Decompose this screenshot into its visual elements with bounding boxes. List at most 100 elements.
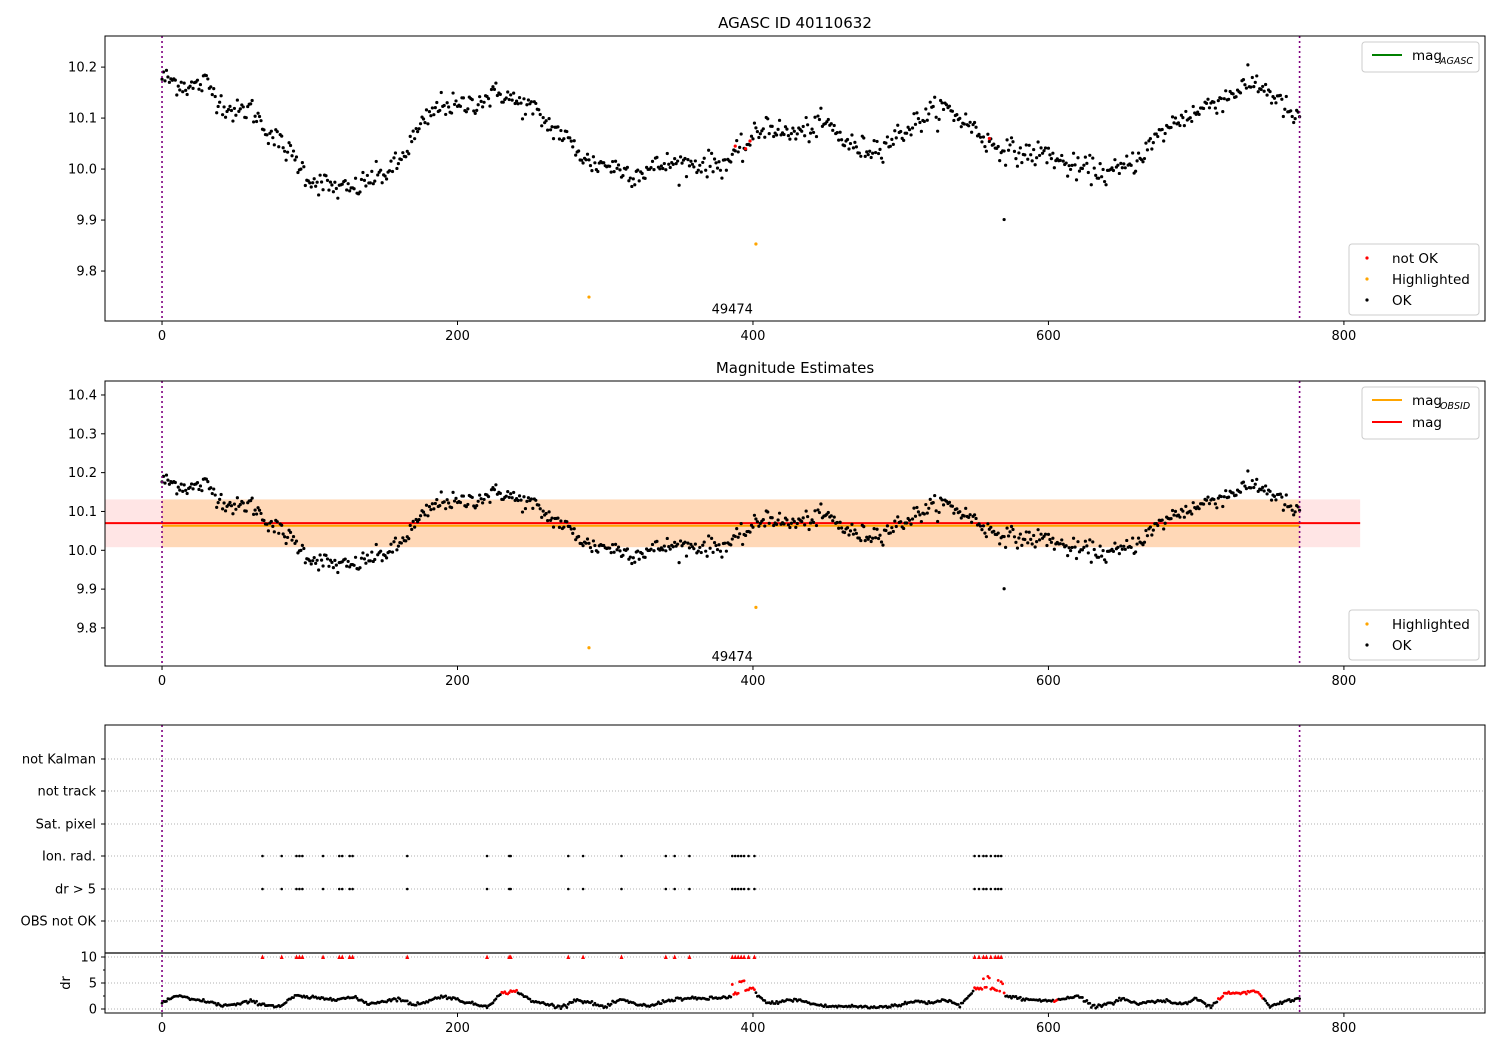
- flag-point: [566, 854, 570, 858]
- legend-box: [1361, 41, 1480, 73]
- dr-point-flagged: [980, 987, 984, 991]
- ok-point: [215, 111, 219, 115]
- ok-point: [486, 97, 491, 101]
- ok-point: [488, 500, 492, 504]
- ok-point: [1190, 119, 1194, 124]
- ok-point: [1145, 148, 1150, 152]
- ok-point: [1163, 131, 1167, 136]
- ok-point: [736, 150, 740, 154]
- ok-point: [1243, 484, 1247, 488]
- ok-point: [166, 478, 170, 482]
- ok-point: [862, 136, 866, 140]
- ok-point: [612, 170, 616, 174]
- ok-point: [1215, 506, 1219, 510]
- ok-point: [950, 109, 955, 113]
- ok-point: [748, 530, 752, 534]
- flag-point: [688, 854, 691, 858]
- ok-point: [808, 131, 813, 135]
- dr-point: [405, 999, 409, 1003]
- ok-point: [1086, 170, 1090, 175]
- ok-point: [250, 98, 254, 103]
- ok-point: [801, 124, 805, 129]
- ok-point: [451, 490, 455, 495]
- ok-point: [1113, 158, 1117, 162]
- ok-point: [421, 117, 426, 121]
- ok-point: [1048, 537, 1052, 542]
- ok-point: [733, 534, 737, 539]
- dr-clipped-marker: [672, 954, 677, 959]
- ok-point: [919, 519, 923, 524]
- ok-point: [992, 142, 996, 146]
- ok-point: [1151, 528, 1155, 532]
- ok-point: [1052, 547, 1056, 551]
- ok-point: [636, 168, 640, 172]
- ok-point: [179, 80, 183, 84]
- ok-point: [1122, 544, 1126, 548]
- ok-point: [1131, 536, 1135, 540]
- ok-point: [451, 91, 455, 95]
- ok-point: [572, 527, 576, 531]
- dr-tick-label: 0: [89, 1003, 97, 1018]
- ok-point: [1162, 139, 1166, 143]
- ok-point: [1100, 175, 1104, 179]
- ok-point: [525, 499, 529, 503]
- ok-point: [481, 105, 485, 109]
- ok-point: [275, 130, 279, 134]
- dr-point: [470, 1000, 474, 1004]
- ok-point: [452, 102, 457, 107]
- dr-clipped-marker: [350, 954, 355, 959]
- ok-point: [1170, 115, 1175, 119]
- not-ok-point: [748, 139, 752, 143]
- ok-point: [546, 128, 550, 132]
- ok-point: [696, 168, 700, 172]
- flag-point: [298, 854, 301, 858]
- ok-point: [439, 490, 443, 494]
- ok-point: [912, 112, 916, 116]
- flag-point: [280, 854, 283, 858]
- ok-point: [188, 485, 192, 489]
- ok-point: [475, 504, 479, 508]
- ok-point: [1264, 484, 1268, 488]
- ok-point: [1089, 183, 1093, 187]
- ok-point: [209, 486, 213, 490]
- ok-point: [677, 561, 681, 565]
- ok-point: [907, 518, 912, 522]
- ok-point: [222, 105, 226, 109]
- ok-point: [358, 566, 362, 570]
- ok-point: [776, 518, 780, 522]
- ok-point: [907, 128, 912, 132]
- ok-point: [850, 522, 854, 526]
- flag-point: [973, 854, 976, 858]
- ok-point: [676, 542, 680, 546]
- ok-point: [587, 158, 591, 162]
- ok-point: [596, 169, 600, 174]
- ok-point: [588, 163, 593, 168]
- ok-point: [754, 517, 758, 521]
- dr-point: [965, 996, 969, 1000]
- ok-point: [1244, 86, 1249, 90]
- ok-point: [309, 185, 313, 189]
- ok-point: [525, 103, 529, 107]
- ok-point: [658, 167, 662, 171]
- ok-point: [711, 170, 715, 174]
- ok-point: [1144, 528, 1148, 533]
- ok-point: [291, 534, 296, 539]
- ok-point: [379, 168, 383, 172]
- ok-point: [294, 155, 299, 159]
- dr-point-flagged: [515, 988, 518, 992]
- chart-title: Magnitude Estimates: [716, 359, 874, 377]
- ok-point: [1042, 149, 1046, 153]
- ok-point: [1102, 179, 1107, 184]
- flag-point: [736, 854, 740, 858]
- ok-point: [577, 149, 581, 153]
- x-tick-label: 600: [1036, 674, 1061, 689]
- y-tick-label: 10.0: [68, 544, 97, 559]
- ok-point: [294, 539, 299, 543]
- ok-point: [1076, 156, 1080, 160]
- ok-point: [712, 540, 717, 545]
- ok-point: [407, 152, 411, 156]
- ok-point: [964, 112, 968, 116]
- ok-point: [739, 522, 743, 526]
- ok-point: [611, 159, 615, 164]
